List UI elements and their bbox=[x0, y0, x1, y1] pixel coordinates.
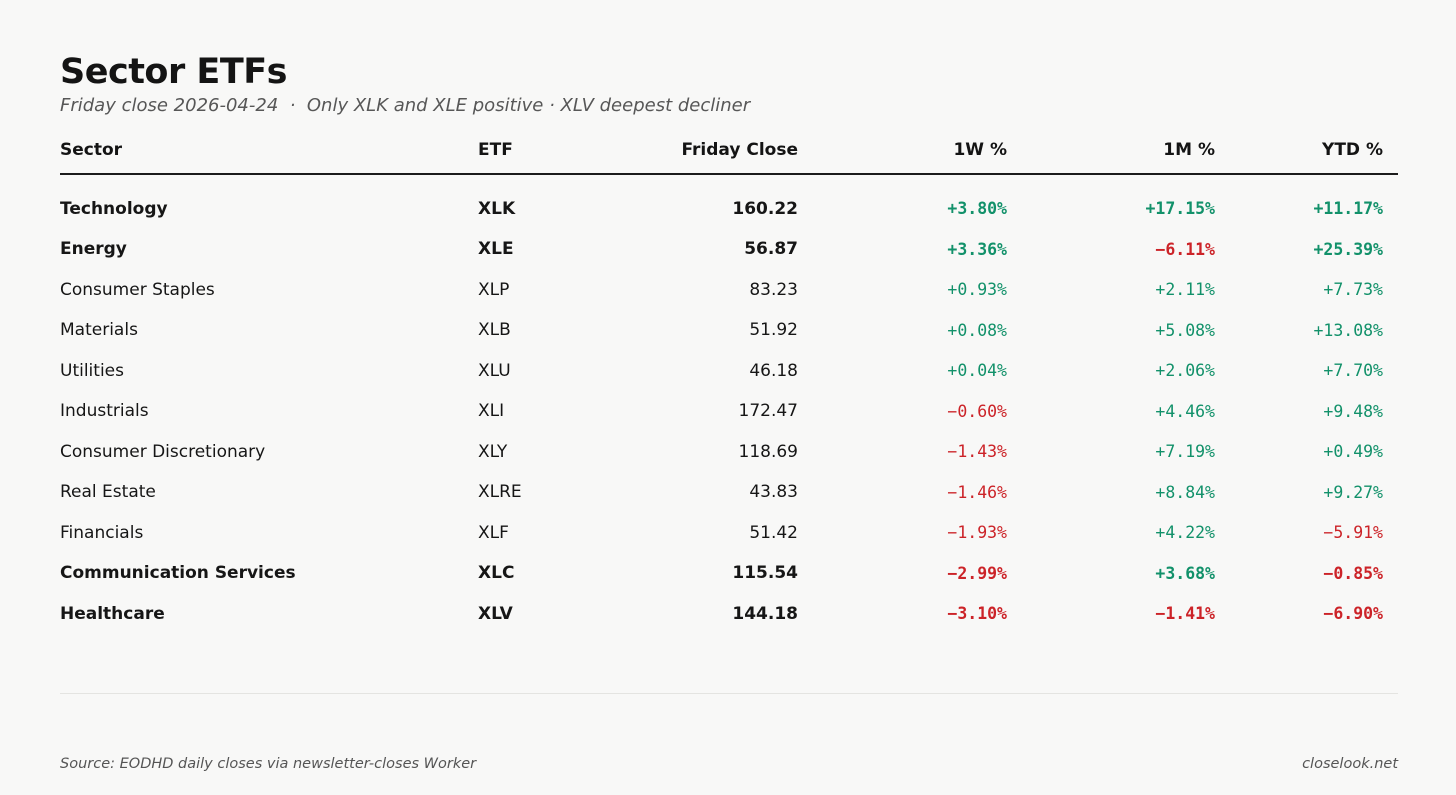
footer: Source: EODHD daily closes via newslette… bbox=[60, 756, 1398, 772]
pct-1m-cell: −1.41% bbox=[1155, 604, 1215, 623]
etf-cell: XLU bbox=[478, 360, 511, 381]
close-cell: 160.22 bbox=[732, 198, 798, 219]
close-cell: 51.42 bbox=[749, 522, 798, 543]
column-header-etf: ETF bbox=[478, 130, 598, 176]
close-cell: 118.69 bbox=[738, 441, 798, 462]
etf-cell: XLC bbox=[478, 563, 515, 583]
pct-ytd-cell: −6.90% bbox=[1323, 604, 1383, 623]
sector-cell: Healthcare bbox=[60, 603, 165, 624]
table-row: Industrials XLI 172.47 −0.60% +4.46% +9.48% bbox=[60, 391, 1398, 432]
column-header-ytd: YTD % bbox=[1215, 130, 1398, 176]
table-row: Technology XLK 160.22 +3.80% +17.15% +11.17% bbox=[60, 174, 1398, 229]
sector-cell: Consumer Staples bbox=[60, 279, 215, 300]
pct-1m-cell: +7.19% bbox=[1155, 442, 1215, 461]
close-cell: 56.87 bbox=[744, 239, 798, 259]
etf-cell: XLF bbox=[478, 522, 509, 543]
etf-cell: XLRE bbox=[478, 482, 522, 502]
etf-cell: XLK bbox=[478, 198, 516, 219]
close-cell: 172.47 bbox=[738, 401, 798, 421]
close-cell: 43.83 bbox=[749, 482, 798, 502]
column-header-sector: Sector bbox=[60, 130, 478, 176]
pct-ytd-cell: +13.08% bbox=[1313, 320, 1383, 340]
pct-1w-cell: +0.93% bbox=[947, 280, 1007, 299]
table-header-row: Sector ETF Friday Close 1W % 1M % YTD % bbox=[60, 130, 1398, 176]
pct-1w-cell: +3.80% bbox=[947, 199, 1007, 218]
pct-ytd-cell: +25.39% bbox=[1313, 239, 1383, 259]
sector-cell: Technology bbox=[60, 198, 168, 219]
pct-ytd-cell: −5.91% bbox=[1323, 523, 1383, 542]
column-header-friday-close: Friday Close bbox=[598, 130, 798, 176]
table-row: Materials XLB 51.92 +0.08% +5.08% +13.08% bbox=[60, 310, 1398, 351]
etf-cell: XLV bbox=[478, 603, 513, 624]
pct-1w-cell: −3.10% bbox=[947, 604, 1007, 623]
pct-1m-cell: −6.11% bbox=[1155, 239, 1215, 259]
sector-cell: Industrials bbox=[60, 401, 149, 421]
page-subtitle: Friday close 2026-04-24 · Only XLK and X… bbox=[60, 95, 751, 117]
close-cell: 46.18 bbox=[749, 360, 798, 381]
close-cell: 144.18 bbox=[732, 603, 798, 624]
etf-cell: XLB bbox=[478, 320, 511, 340]
table-row: Healthcare XLV 144.18 −3.10% −1.41% −6.90% bbox=[60, 593, 1398, 634]
etf-cell: XLP bbox=[478, 279, 510, 300]
pct-1w-cell: −2.99% bbox=[947, 563, 1007, 583]
table-row: Financials XLF 51.42 −1.93% +4.22% −5.91% bbox=[60, 512, 1398, 553]
table-row: Utilities XLU 46.18 +0.04% +2.06% +7.70% bbox=[60, 350, 1398, 391]
footer-divider bbox=[60, 692, 1398, 694]
table-row: Energy XLE 56.87 +3.36% −6.11% +25.39% bbox=[60, 229, 1398, 270]
pct-ytd-cell: +7.70% bbox=[1323, 361, 1383, 380]
source-note: Source: EODHD daily closes via newslette… bbox=[60, 755, 477, 772]
pct-1w-cell: −1.93% bbox=[947, 523, 1007, 542]
table-row: Real Estate XLRE 43.83 −1.46% +8.84% +9.27% bbox=[60, 472, 1398, 513]
pct-1w-cell: +3.36% bbox=[947, 239, 1007, 259]
pct-ytd-cell: +7.73% bbox=[1323, 280, 1383, 299]
sector-cell: Consumer Discretionary bbox=[60, 441, 266, 462]
etf-cell: XLE bbox=[478, 239, 514, 259]
pct-1w-cell: −0.60% bbox=[947, 401, 1007, 421]
sector-cell: Financials bbox=[60, 522, 144, 543]
pct-ytd-cell: +11.17% bbox=[1313, 199, 1383, 218]
pct-1m-cell: +4.46% bbox=[1155, 401, 1215, 421]
sector-cell: Energy bbox=[60, 239, 127, 259]
pct-1m-cell: +17.15% bbox=[1145, 199, 1215, 218]
pct-1w-cell: +0.04% bbox=[947, 361, 1007, 380]
table-row: Consumer Staples XLP 83.23 +0.93% +2.11% +7.7… bbox=[60, 269, 1398, 310]
sector-cell: Materials bbox=[60, 320, 138, 340]
pct-1m-cell: +8.84% bbox=[1155, 482, 1215, 502]
sector-cell: Utilities bbox=[60, 360, 124, 381]
sector-etf-table: Sector ETF Friday Close 1W % 1M % YTD % … bbox=[60, 130, 1398, 634]
column-header-1m: 1M % bbox=[1007, 130, 1215, 176]
pct-1w-cell: −1.46% bbox=[947, 482, 1007, 502]
pct-1m-cell: +3.68% bbox=[1155, 563, 1215, 583]
table-body: Technology XLK 160.22 +3.80% +17.15% +11.17% E… bbox=[60, 174, 1398, 634]
close-cell: 115.54 bbox=[732, 563, 798, 583]
sector-cell: Communication Services bbox=[60, 563, 296, 583]
pct-1w-cell: −1.43% bbox=[947, 442, 1007, 461]
table-row: Communication Services XLC 115.54 −2.99% +3.… bbox=[60, 553, 1398, 594]
table-header: Sector ETF Friday Close 1W % 1M % YTD % bbox=[60, 130, 1398, 176]
sector-cell: Real Estate bbox=[60, 482, 156, 502]
pct-ytd-cell: +9.27% bbox=[1323, 482, 1383, 502]
pct-1m-cell: +5.08% bbox=[1155, 320, 1215, 340]
page-title: Sector ETFs bbox=[60, 52, 287, 92]
pct-1m-cell: +2.06% bbox=[1155, 361, 1215, 380]
close-cell: 51.92 bbox=[749, 320, 798, 340]
etf-cell: XLY bbox=[478, 441, 508, 462]
pct-ytd-cell: +0.49% bbox=[1323, 442, 1383, 461]
close-cell: 83.23 bbox=[749, 279, 798, 300]
table-row: Consumer Discretionary XLY 118.69 −1.43% +7.… bbox=[60, 431, 1398, 472]
pct-1m-cell: +4.22% bbox=[1155, 523, 1215, 542]
pct-ytd-cell: −0.85% bbox=[1323, 563, 1383, 583]
etf-cell: XLI bbox=[478, 401, 505, 421]
site-name: closelook.net bbox=[1302, 755, 1398, 772]
column-header-1w: 1W % bbox=[798, 130, 1007, 176]
pct-ytd-cell: +9.48% bbox=[1323, 401, 1383, 421]
pct-1m-cell: +2.11% bbox=[1155, 280, 1215, 299]
pct-1w-cell: +0.08% bbox=[947, 320, 1007, 340]
